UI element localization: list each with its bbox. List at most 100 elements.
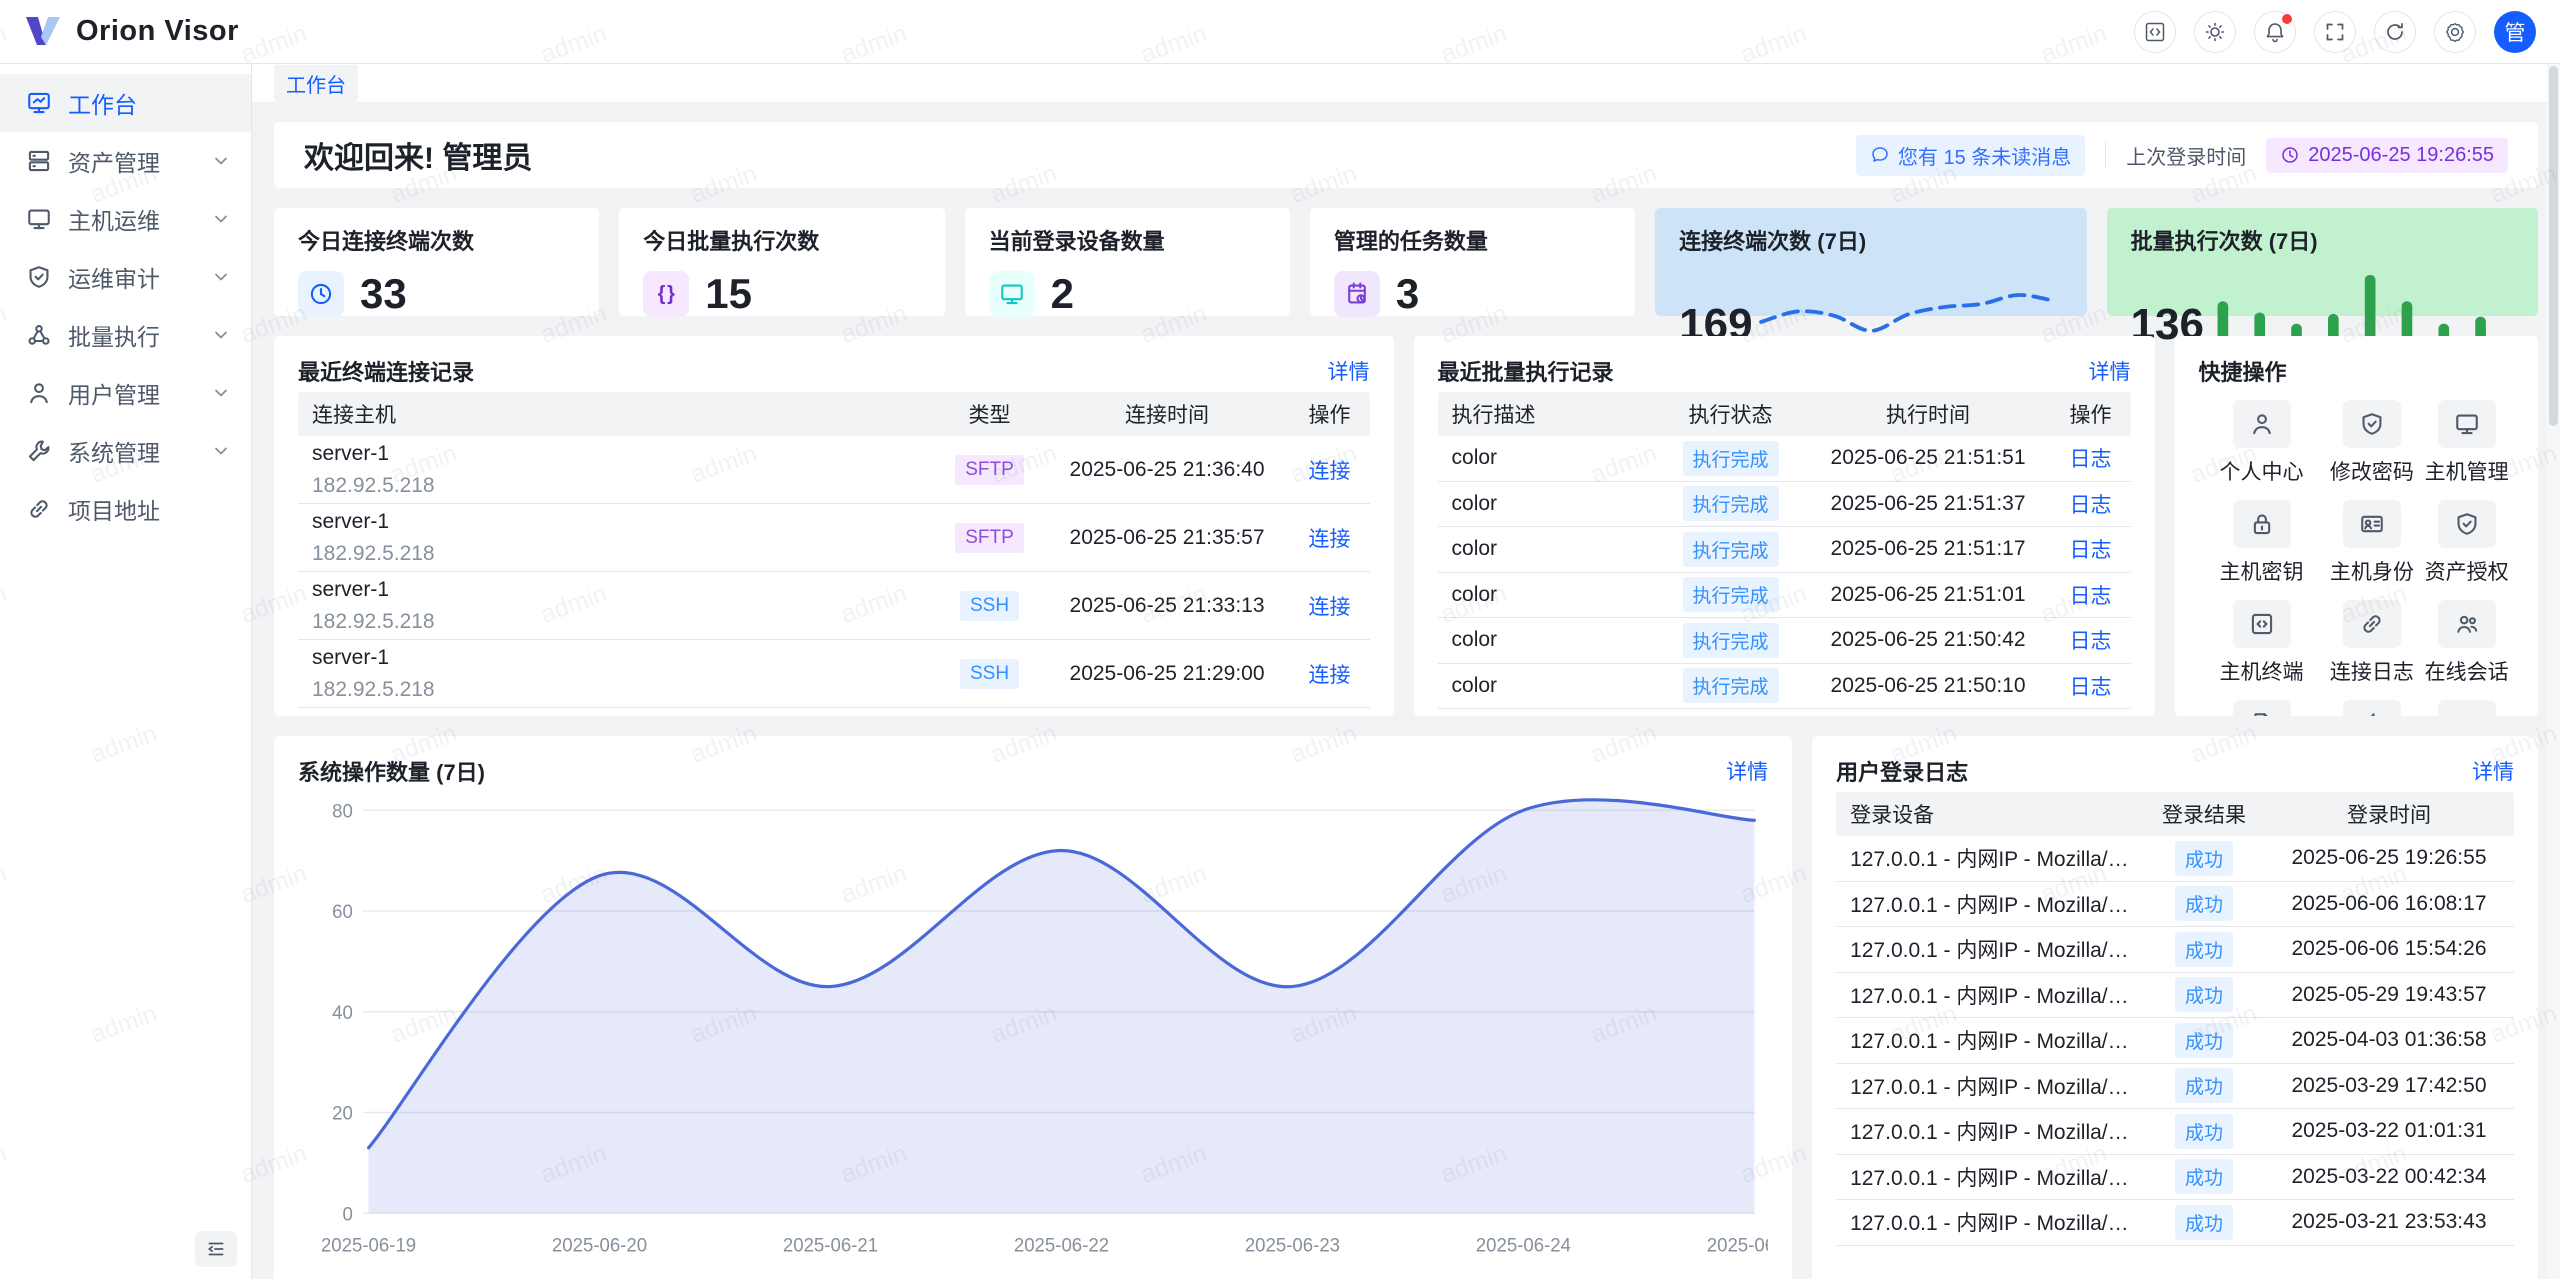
unread-messages-chip[interactable]: 您有 15 条未读消息: [1856, 135, 2085, 176]
batch-records-detail-link[interactable]: 详情: [2089, 356, 2131, 386]
sidebar-item[interactable]: 主机运维: [0, 190, 251, 248]
quick-actions-title: 快捷操作: [2199, 355, 2287, 387]
quick-action-item[interactable]: 资产授权: [2419, 500, 2514, 586]
protocol-badge: SSH: [960, 659, 1019, 689]
svg-text:2025-06-20: 2025-06-20: [552, 1235, 647, 1256]
host-name: server-1: [312, 438, 921, 470]
chevron-down-icon: [211, 325, 231, 345]
stat-value: 3: [1396, 270, 1419, 318]
svg-text:80: 80: [332, 801, 353, 822]
login-log-row: 127.0.0.1 - 内网IP - Mozilla/5.0 (Windows …: [1836, 1064, 2514, 1110]
sidebar-item[interactable]: 用户管理: [0, 364, 251, 422]
quick-action-item[interactable]: 命令执行: [2325, 700, 2420, 716]
quick-action-item[interactable]: 在线会话: [2419, 600, 2514, 686]
login-logs-detail-link[interactable]: 详情: [2472, 756, 2514, 786]
message-icon: [1870, 145, 1890, 165]
svg-text:40: 40: [332, 1003, 353, 1024]
exec-description: color: [1438, 446, 1656, 470]
quick-action-label: 连接日志: [2330, 656, 2414, 686]
exec-time: 2025-06-25 21:50:10: [1806, 674, 2051, 698]
code-button[interactable]: [2134, 11, 2176, 53]
stat-card-batch-7d: 批量执行次数 (7日) 136: [2107, 208, 2538, 316]
quick-action-item[interactable]: 个人中心: [2199, 400, 2325, 486]
settings-button[interactable]: [2434, 11, 2476, 53]
user-avatar[interactable]: 管: [2494, 11, 2536, 53]
login-result-badge: 成功: [2175, 977, 2233, 1012]
quick-action-item[interactable]: 主机终端: [2199, 600, 2325, 686]
log-link[interactable]: 日志: [2070, 448, 2112, 471]
connect-link[interactable]: 连接: [1309, 460, 1351, 483]
quick-action-label: 主机管理: [2425, 456, 2509, 486]
page-scrollbar[interactable]: [2547, 64, 2560, 1279]
code-icon: [2144, 21, 2166, 43]
notifications-button[interactable]: [2254, 11, 2296, 53]
log-link[interactable]: 日志: [2070, 630, 2112, 653]
exec-description: color: [1438, 492, 1656, 516]
sidebar-item-icon: [26, 90, 52, 116]
quick-action-icon: [2438, 700, 2496, 716]
log-link[interactable]: 日志: [2070, 676, 2112, 699]
batch-table-header: 执行描述 执行状态 执行时间 操作: [1438, 392, 2131, 436]
exec-time: 2025-06-25 21:51:01: [1806, 583, 2051, 607]
host-ip: 182.92.5.218: [312, 606, 921, 638]
protocol-badge: SSH: [960, 591, 1019, 621]
stat-card-today-terminal: 今日连接终端次数 33: [274, 208, 599, 316]
connect-link[interactable]: 连接: [1309, 528, 1351, 551]
protocol-badge: SFTP: [955, 455, 1024, 485]
stat-value: 33: [360, 270, 407, 318]
batch-record-row: color 执行完成 2025-06-25 21:51:17 日志: [1438, 527, 2131, 573]
sidebar-item[interactable]: 系统管理: [0, 422, 251, 480]
batch-record-row: color 执行完成 2025-06-25 21:50:10 日志: [1438, 664, 2131, 710]
svg-text:2025-06-24: 2025-06-24: [1476, 1235, 1571, 1256]
log-link[interactable]: 日志: [2070, 585, 2112, 608]
log-link[interactable]: 日志: [2070, 539, 2112, 562]
welcome-title: 欢迎回来! 管理员: [304, 133, 532, 177]
breadcrumb-item-workbench[interactable]: 工作台: [274, 65, 358, 102]
quick-action-item[interactable]: 主机管理: [2419, 400, 2514, 486]
log-link[interactable]: 日志: [2070, 494, 2112, 517]
refresh-icon: [2384, 21, 2406, 43]
login-log-row: 127.0.0.1 - 内网IP - Mozilla/5.0 (Windows …: [1836, 1200, 2514, 1246]
exec-time: 2025-06-25 21:51:51: [1806, 446, 2051, 470]
quick-action-item[interactable]: 执行日志: [2419, 700, 2514, 716]
sidebar-item[interactable]: 批量执行: [0, 306, 251, 364]
quick-action-item[interactable]: 连接日志: [2325, 600, 2420, 686]
ops-chart-detail-link[interactable]: 详情: [1726, 756, 1768, 786]
sidebar-item-icon: [26, 380, 52, 406]
quick-action-item[interactable]: 修改密码: [2325, 400, 2420, 486]
login-device: 127.0.0.1 - 内网IP - Mozilla/5.0 (Windows …: [1836, 934, 2144, 964]
dashboard-content: 欢迎回来! 管理员 您有 15 条未读消息 上次登录时间 2025-06-25 …: [252, 102, 2560, 1279]
collapse-sidebar-button[interactable]: [195, 1231, 237, 1267]
connect-link[interactable]: 连接: [1309, 596, 1351, 619]
quick-action-item[interactable]: 主机身份: [2325, 500, 2420, 586]
quick-action-item[interactable]: 文件操作日志: [2199, 700, 2325, 716]
quick-action-item[interactable]: 主机密钥: [2199, 500, 2325, 586]
batch-records-title: 最近批量执行记录: [1438, 355, 1614, 387]
terminal-records-detail-link[interactable]: 详情: [1328, 356, 1370, 386]
ops-chart-card: 系统操作数量 (7日) 详情 0204060802025-06-192025-0…: [274, 736, 1792, 1279]
sidebar-item[interactable]: 工作台: [0, 74, 251, 132]
theme-button[interactable]: [2194, 11, 2236, 53]
collapse-icon: [205, 1238, 227, 1260]
sidebar-item[interactable]: 运维审计: [0, 248, 251, 306]
chevron-down-icon: [211, 267, 231, 287]
logo-icon: [24, 15, 62, 49]
connect-link[interactable]: 连接: [1309, 664, 1351, 687]
ops-line-chart: 0204060802025-06-192025-06-202025-06-212…: [298, 792, 1768, 1272]
sidebar-item[interactable]: 资产管理: [0, 132, 251, 190]
quick-action-label: 主机终端: [2220, 656, 2304, 686]
braces-icon: { }: [643, 271, 689, 317]
connect-time: 2025-06-25 21:36:40: [1045, 458, 1290, 482]
sidebar-item[interactable]: 项目地址: [0, 480, 251, 538]
refresh-button[interactable]: [2374, 11, 2416, 53]
exec-status-badge: 执行完成: [1683, 668, 1779, 703]
login-time: 2025-06-06 16:08:17: [2264, 892, 2514, 916]
login-table-header: 登录设备 登录结果 登录时间: [1836, 792, 2514, 836]
sidebar-item-label: 资产管理: [68, 144, 195, 178]
fullscreen-button[interactable]: [2314, 11, 2356, 53]
stats-row: 今日连接终端次数 33 今日批量执行次数 { } 15: [274, 208, 2538, 316]
task-calendar-icon: [1334, 271, 1380, 317]
exec-status-badge: 执行完成: [1683, 532, 1779, 567]
terminal-record-row: server-1 182.92.5.218 SFTP 2025-06-25 21…: [298, 436, 1370, 504]
clock-history-icon: [298, 271, 344, 317]
